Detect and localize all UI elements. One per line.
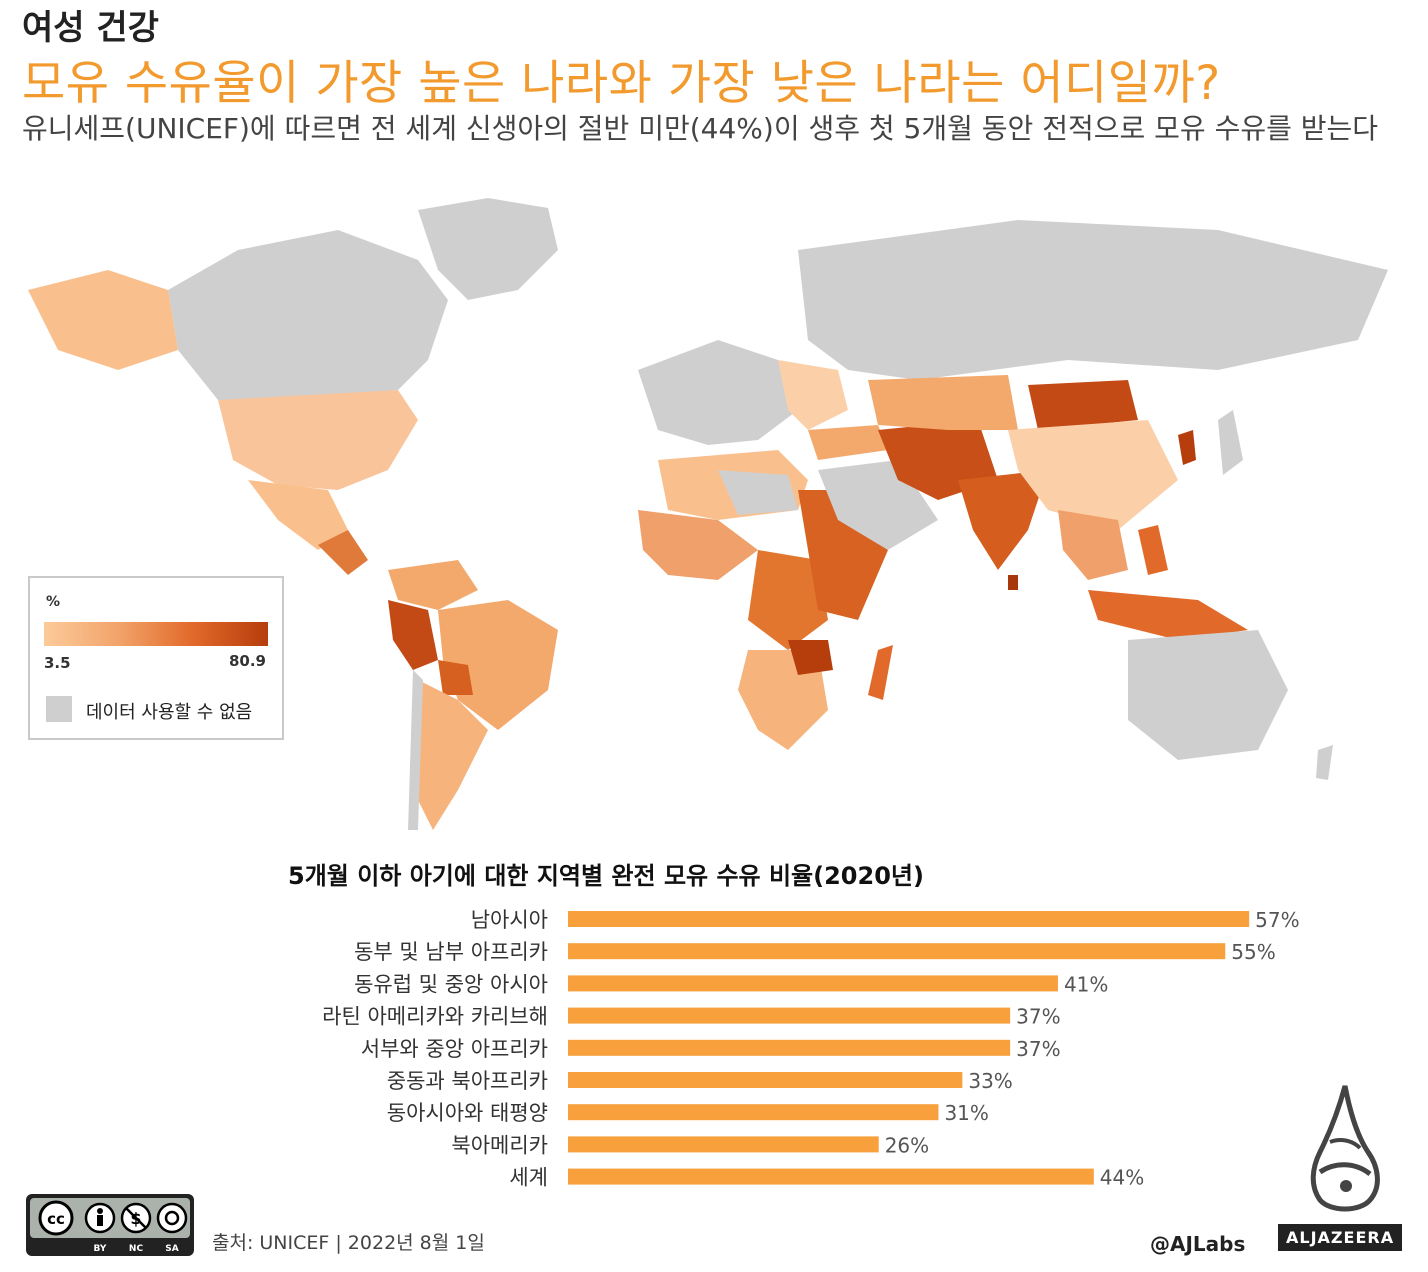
map-region-mexico bbox=[248, 480, 348, 550]
bar bbox=[568, 943, 1226, 960]
bar-category-label: 남아시아 bbox=[471, 908, 548, 932]
map-region-indonesia bbox=[1088, 590, 1248, 640]
map-region-greenland bbox=[418, 198, 558, 300]
map-region-new-zealand bbox=[1316, 745, 1333, 780]
svg-text:cc: cc bbox=[47, 1210, 65, 1228]
bar-category-label: 북아메리카 bbox=[451, 1133, 548, 1157]
map-region-japan bbox=[1218, 410, 1243, 475]
map-region-central-america bbox=[318, 530, 368, 575]
bar-category-label: 동유럽 및 중앙 아시아 bbox=[354, 972, 548, 996]
bar-category-label: 동부 및 남부 아프리카 bbox=[354, 940, 548, 964]
map-region-bolivia bbox=[438, 660, 473, 695]
bar bbox=[568, 1136, 879, 1153]
legend-min-label: 3.5 bbox=[44, 654, 71, 672]
map-region-usa bbox=[218, 390, 418, 490]
map-region-mongolia bbox=[1028, 380, 1138, 430]
bar-category-label: 라틴 아메리카와 카리브해 bbox=[322, 1005, 548, 1029]
map-region-philippines bbox=[1138, 525, 1168, 575]
map-region-russia bbox=[798, 220, 1388, 380]
bar bbox=[568, 1168, 1094, 1185]
bar bbox=[568, 1007, 1011, 1024]
map-region-southern-africa bbox=[738, 650, 828, 750]
map-region-zambia bbox=[788, 640, 833, 675]
map-region-brazil bbox=[438, 600, 558, 730]
bar-value-label: 41% bbox=[1064, 972, 1108, 996]
bar-category-label: 서부와 중앙 아프리카 bbox=[361, 1037, 548, 1061]
bar-category-label: 세계 bbox=[509, 1166, 548, 1190]
regional-breastfeeding-bar-chart: 남아시아 57% 동부 및 남부 아프리카 55% 동유럽 및 중앙 아시아 41% 라틴 … bbox=[322, 908, 1299, 1190]
sa-icon bbox=[156, 1202, 188, 1234]
legend-unit: % bbox=[46, 594, 61, 610]
headline: 모유 수유율이 가장 높은 나라와 가장 낮은 나라는 어디일까? bbox=[22, 56, 1221, 111]
bar-value-label: 57% bbox=[1255, 908, 1299, 932]
legend-color-scale bbox=[44, 622, 268, 646]
map-region-sahara bbox=[718, 470, 798, 515]
bar-value-label: 37% bbox=[1016, 1037, 1060, 1061]
svg-text:SA: SA bbox=[165, 1244, 178, 1254]
map-region-india bbox=[958, 470, 1048, 570]
map-region-southern-cone bbox=[413, 680, 488, 830]
map-region-west-africa bbox=[638, 510, 758, 580]
map-region-madagascar bbox=[868, 645, 893, 700]
svg-text:BY: BY bbox=[94, 1244, 107, 1254]
bar-category-label: 중동과 북아프리카 bbox=[387, 1069, 548, 1093]
world-choropleth-map bbox=[28, 198, 1388, 830]
bar bbox=[568, 1104, 939, 1121]
map-region-alaska bbox=[28, 270, 178, 370]
bar-value-label: 33% bbox=[968, 1069, 1012, 1093]
subtitle: 유니세프(UNICEF)에 따르면 전 세계 신생아의 절반 미만(44%)이 … bbox=[22, 112, 1379, 145]
bar bbox=[568, 1072, 963, 1088]
map-region-southeast-asia bbox=[1058, 510, 1128, 580]
map-region-sri-lanka bbox=[1008, 575, 1018, 590]
bar bbox=[568, 911, 1250, 927]
map-region-colombia-venezuela bbox=[388, 560, 478, 610]
bar-chart-title: 5개월 이하 아기에 대한 지역별 완전 모유 수유 비율(2020년) bbox=[288, 862, 924, 890]
bar-value-label: 37% bbox=[1016, 1005, 1060, 1029]
bar-value-label: 44% bbox=[1100, 1166, 1144, 1190]
bar-category-label: 동아시아와 태평양 bbox=[387, 1101, 548, 1125]
section-kicker: 여성 건강 bbox=[22, 8, 159, 48]
source-note: 출처: UNICEF | 2022년 8월 1일 bbox=[212, 1232, 485, 1254]
map-region-china bbox=[1008, 420, 1178, 530]
map-region-eastern-europe bbox=[778, 360, 848, 430]
legend-no-data-label: 데이터 사용할 수 없음 bbox=[86, 702, 253, 723]
cc-license-badge: cc $ BY NC SA bbox=[26, 1194, 194, 1256]
bar bbox=[568, 1039, 1011, 1056]
aj-labs-handle: @AJLabs bbox=[1150, 1232, 1246, 1256]
map-region-korea bbox=[1178, 430, 1196, 465]
bar bbox=[568, 975, 1058, 992]
bar-value-label: 31% bbox=[944, 1101, 988, 1125]
map-region-turkey-levant bbox=[808, 425, 888, 460]
map-region-central-africa bbox=[748, 550, 828, 650]
legend-no-data-swatch bbox=[46, 696, 72, 722]
legend-max-label: 80.9 bbox=[228, 652, 266, 670]
aljazeera-wordmark: ALJAZEERA bbox=[1278, 1224, 1403, 1251]
bar-value-label: 26% bbox=[885, 1133, 929, 1157]
map-region-europe bbox=[638, 340, 798, 445]
bar-value-label: 55% bbox=[1231, 940, 1275, 964]
map-region-peru bbox=[388, 600, 438, 670]
map-region-central-asia bbox=[868, 375, 1018, 430]
map-region-chile bbox=[408, 670, 423, 830]
map-region-canada bbox=[168, 230, 448, 405]
cc-icon bbox=[38, 1200, 74, 1236]
aljazeera-logo-icon bbox=[1310, 1085, 1380, 1212]
map-legend: % 3.5 80.9 데이터 사용할 수 없음 bbox=[28, 576, 284, 740]
map-region-australia bbox=[1128, 630, 1288, 760]
svg-text:NC: NC bbox=[129, 1244, 144, 1254]
